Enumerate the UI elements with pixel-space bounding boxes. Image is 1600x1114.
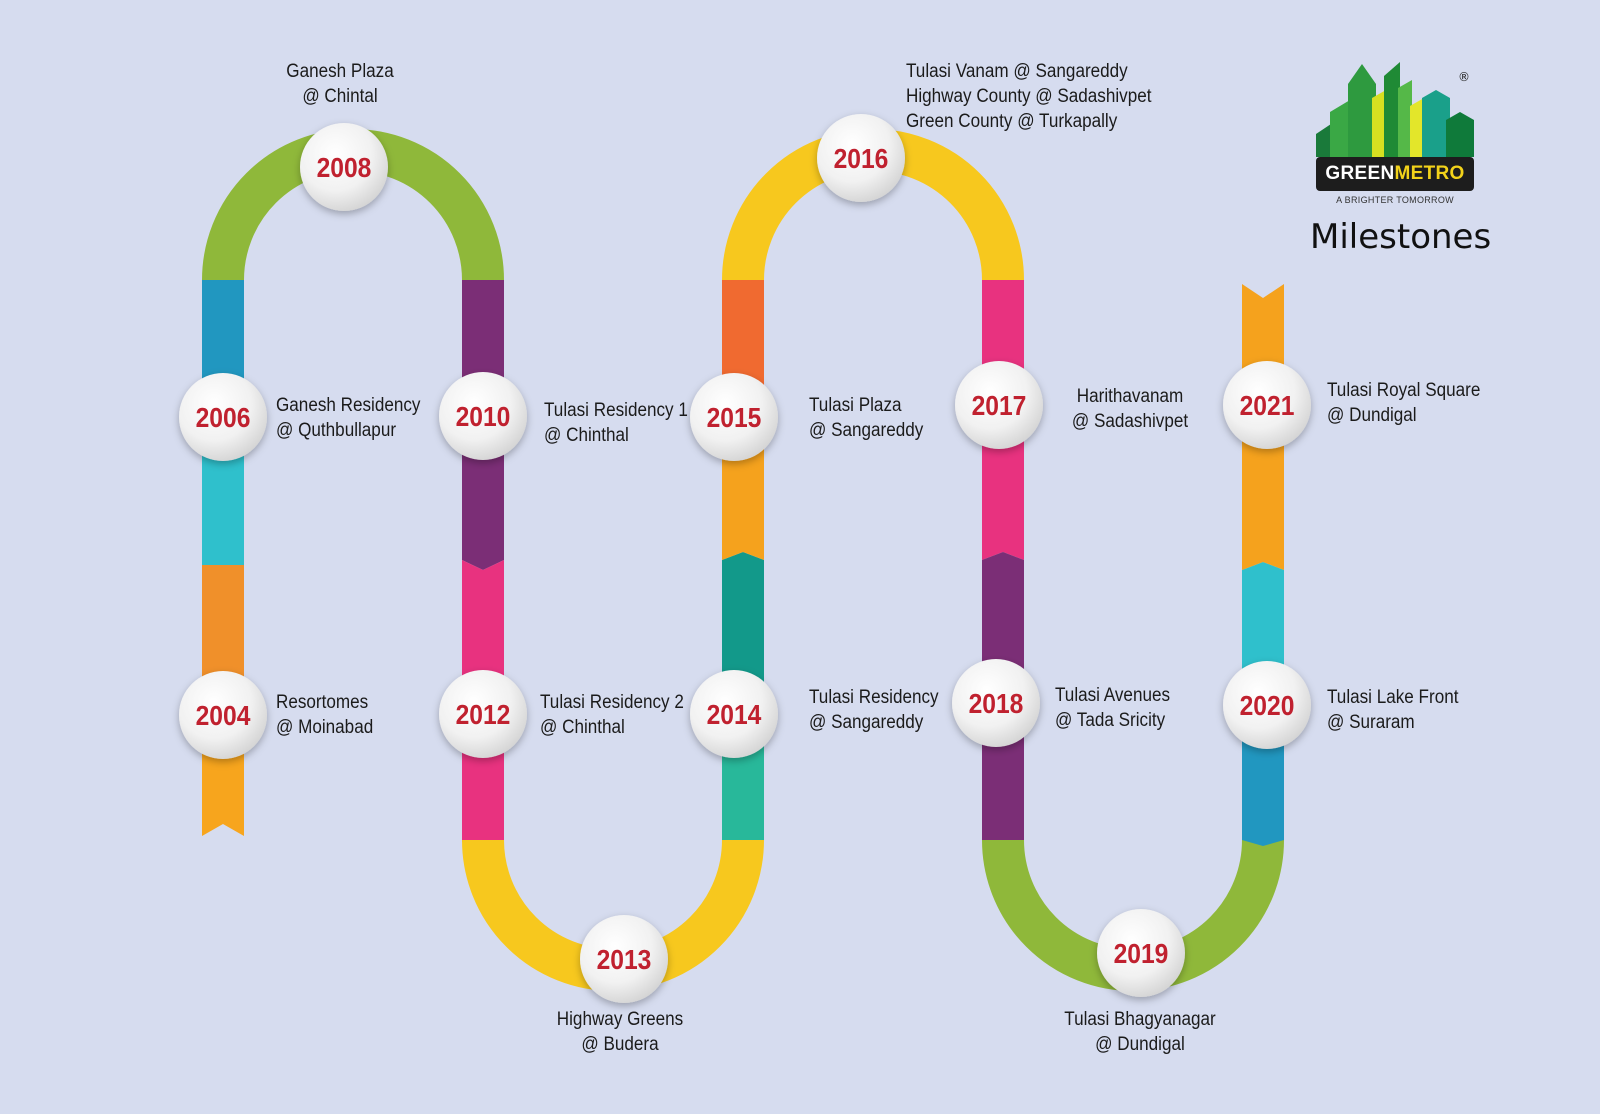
- year-label: 2004: [196, 700, 251, 732]
- building-skyline-icon: [1316, 62, 1474, 157]
- segment-2004-bottom: [202, 740, 244, 836]
- milestone-label-2014: Tulasi Residency @ Sangareddy: [809, 687, 939, 733]
- segment-2006-lower: [202, 455, 244, 565]
- brand-name: GREENMETRO: [1316, 157, 1474, 191]
- year-label: 2020: [1240, 690, 1295, 722]
- year-disc-circle: [179, 671, 267, 759]
- milestone-label-2016: Tulasi Vanam @ Sangareddy Highway County …: [906, 61, 1152, 132]
- year-label: 2008: [317, 152, 372, 184]
- milestone-label-2013: Highway Greens @ Budera: [556, 1009, 684, 1055]
- year-disc-2008: 2008: [300, 123, 388, 211]
- year-disc-circle: [580, 915, 668, 1003]
- year-disc-2021: 2021: [1223, 361, 1311, 449]
- year-disc-2010: 2010: [439, 372, 527, 460]
- year-disc-circle: [439, 372, 527, 460]
- milestone-label-2019: Tulasi Bhagyanagar @ Dundigal: [1064, 1009, 1216, 1055]
- milestone-label-2018: Tulasi Avenues @ Tada Sricity: [1055, 685, 1171, 731]
- milestone-label-2012: Tulasi Residency 2 @ Chinthal: [540, 692, 684, 738]
- year-label: 2019: [1114, 938, 1169, 970]
- year-label: 2012: [456, 699, 511, 731]
- year-disc-circle: [690, 373, 778, 461]
- milestone-label-2010: Tulasi Residency 1 @ Chinthal: [544, 400, 688, 446]
- year-label: 2017: [972, 390, 1027, 422]
- year-disc-2015: 2015: [690, 373, 778, 461]
- year-disc-2012: 2012: [439, 670, 527, 758]
- year-disc-2006: 2006: [179, 373, 267, 461]
- milestone-label-2004: Resortomes @ Moinabad: [276, 692, 374, 738]
- year-label: 2018: [969, 688, 1024, 720]
- page-title: Milestones: [1310, 217, 1492, 257]
- year-label: 2014: [707, 699, 762, 731]
- year-disc-circle: [1223, 361, 1311, 449]
- milestone-label-2006: Ganesh Residency @ Quthbullapur: [276, 395, 421, 441]
- brand-tagline: A BRIGHTER TOMORROW: [1336, 195, 1454, 205]
- year-label: 2016: [834, 143, 889, 175]
- year-disc-2018: 2018: [952, 659, 1040, 747]
- year-disc-circle: [690, 670, 778, 758]
- year-disc-2004: 2004: [179, 671, 267, 759]
- milestone-label-2021: Tulasi Royal Square @ Dundigal: [1327, 380, 1481, 426]
- year-disc-circle: [1097, 909, 1185, 997]
- year-disc-2017: 2017: [955, 361, 1043, 449]
- year-label: 2021: [1240, 390, 1295, 422]
- year-disc-circle: [1223, 661, 1311, 749]
- year-disc-circle: [952, 659, 1040, 747]
- year-label: 2010: [456, 401, 511, 433]
- year-disc-2014: 2014: [690, 670, 778, 758]
- milestone-label-2017: Harithavanam @ Sadashivpet: [1071, 386, 1189, 432]
- year-disc-circle: [179, 373, 267, 461]
- year-disc-2020: 2020: [1223, 661, 1311, 749]
- year-disc-2016: 2016: [817, 114, 905, 202]
- year-label: 2006: [196, 402, 251, 434]
- milestone-label-2008: Ganesh Plaza @ Chintal: [286, 61, 394, 107]
- year-label: 2015: [707, 402, 762, 434]
- year-disc-2019: 2019: [1097, 909, 1185, 997]
- milestone-label-2015: Tulasi Plaza @ Sangareddy: [809, 395, 924, 441]
- year-disc-circle: [439, 670, 527, 758]
- year-disc-circle: [817, 114, 905, 202]
- year-disc-2013: 2013: [580, 915, 668, 1003]
- registered-mark: ®: [1458, 70, 1470, 84]
- year-disc-circle: [300, 123, 388, 211]
- milestone-label-2020: Tulasi Lake Front @ Suraram: [1327, 687, 1459, 733]
- year-label: 2013: [597, 944, 652, 976]
- year-disc-circle: [955, 361, 1043, 449]
